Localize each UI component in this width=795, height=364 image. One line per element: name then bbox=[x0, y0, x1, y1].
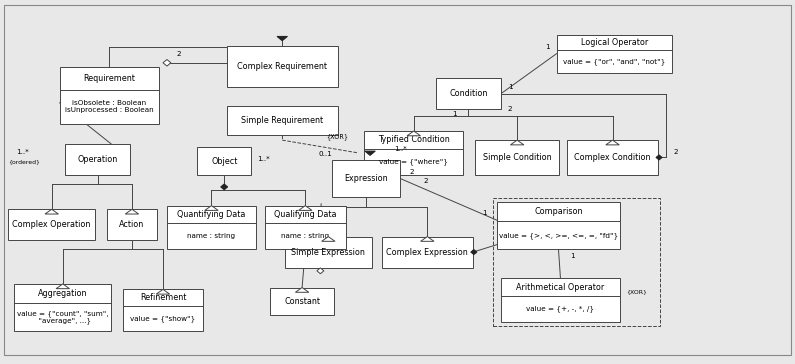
Text: Expression: Expression bbox=[344, 174, 388, 183]
Polygon shape bbox=[296, 288, 308, 292]
Text: Complex Requirement: Complex Requirement bbox=[237, 62, 328, 71]
FancyBboxPatch shape bbox=[436, 78, 501, 109]
Text: 2: 2 bbox=[507, 106, 512, 112]
Text: value = {"count", "sum",
  "average", ...}: value = {"count", "sum", "average", ...} bbox=[17, 310, 109, 324]
Polygon shape bbox=[407, 131, 421, 136]
Text: Simple Expression: Simple Expression bbox=[292, 248, 365, 257]
Text: Simple Requirement: Simple Requirement bbox=[241, 116, 324, 124]
Polygon shape bbox=[56, 284, 69, 289]
Polygon shape bbox=[421, 237, 434, 241]
Polygon shape bbox=[277, 36, 288, 41]
Polygon shape bbox=[471, 250, 477, 255]
FancyBboxPatch shape bbox=[567, 140, 658, 175]
FancyBboxPatch shape bbox=[8, 209, 95, 240]
Polygon shape bbox=[606, 140, 619, 145]
Polygon shape bbox=[45, 209, 58, 214]
Polygon shape bbox=[322, 237, 335, 241]
Polygon shape bbox=[510, 140, 524, 145]
Text: 2: 2 bbox=[424, 178, 428, 184]
FancyBboxPatch shape bbox=[167, 206, 256, 249]
Text: {ordered}: {ordered} bbox=[8, 160, 40, 165]
FancyBboxPatch shape bbox=[382, 237, 473, 268]
Text: 0..1: 0..1 bbox=[318, 151, 332, 157]
FancyBboxPatch shape bbox=[332, 160, 400, 197]
Text: Complex Condition: Complex Condition bbox=[574, 153, 651, 162]
FancyBboxPatch shape bbox=[475, 140, 559, 175]
Text: Refinement: Refinement bbox=[140, 293, 186, 302]
Polygon shape bbox=[205, 206, 218, 210]
FancyBboxPatch shape bbox=[14, 284, 111, 331]
Text: Operation: Operation bbox=[78, 155, 118, 164]
Text: Complex Expression: Complex Expression bbox=[386, 248, 468, 257]
Polygon shape bbox=[656, 155, 662, 160]
Text: Condition: Condition bbox=[449, 89, 487, 98]
Text: 2: 2 bbox=[409, 169, 414, 175]
Text: 1..*: 1..* bbox=[258, 156, 270, 162]
Text: 1: 1 bbox=[508, 84, 513, 90]
FancyBboxPatch shape bbox=[364, 131, 463, 175]
Text: Simple Condition: Simple Condition bbox=[483, 153, 552, 162]
Polygon shape bbox=[126, 209, 138, 214]
Text: Constant: Constant bbox=[284, 297, 320, 306]
Text: Object: Object bbox=[211, 157, 238, 166]
FancyBboxPatch shape bbox=[270, 288, 334, 315]
Text: Arithmetical Operator: Arithmetical Operator bbox=[516, 283, 605, 292]
Text: 1: 1 bbox=[571, 253, 575, 259]
Text: 1: 1 bbox=[452, 111, 457, 117]
Text: value = {"where"}: value = {"where"} bbox=[379, 158, 448, 165]
Text: Action: Action bbox=[119, 220, 145, 229]
Polygon shape bbox=[163, 59, 171, 66]
FancyBboxPatch shape bbox=[556, 35, 672, 73]
Polygon shape bbox=[317, 268, 324, 274]
Text: 1..*: 1..* bbox=[16, 149, 29, 155]
FancyBboxPatch shape bbox=[227, 106, 338, 135]
Polygon shape bbox=[365, 151, 375, 155]
FancyBboxPatch shape bbox=[65, 144, 130, 175]
FancyBboxPatch shape bbox=[123, 289, 203, 331]
Text: value = {"show"}: value = {"show"} bbox=[130, 315, 196, 322]
Polygon shape bbox=[157, 289, 169, 294]
Text: Logical Operator: Logical Operator bbox=[580, 38, 648, 47]
FancyBboxPatch shape bbox=[227, 46, 338, 87]
Text: value = {"or", "and", "not"}: value = {"or", "and", "not"} bbox=[563, 58, 665, 65]
FancyBboxPatch shape bbox=[265, 206, 346, 249]
Polygon shape bbox=[221, 184, 227, 190]
FancyBboxPatch shape bbox=[60, 67, 159, 124]
Text: {XOR}: {XOR} bbox=[626, 289, 647, 294]
Text: name : string: name : string bbox=[188, 233, 235, 239]
Polygon shape bbox=[299, 206, 312, 210]
FancyBboxPatch shape bbox=[497, 202, 620, 249]
Text: 1..*: 1..* bbox=[394, 146, 407, 152]
Text: {XOR}: {XOR} bbox=[326, 133, 348, 140]
Text: 2: 2 bbox=[673, 149, 678, 155]
FancyBboxPatch shape bbox=[285, 237, 372, 268]
Text: Comparison: Comparison bbox=[534, 207, 583, 216]
Text: Complex Operation: Complex Operation bbox=[13, 220, 91, 229]
Text: value = {+, -, *, /}: value = {+, -, *, /} bbox=[526, 306, 595, 312]
Text: 1: 1 bbox=[483, 210, 487, 216]
Text: Aggregation: Aggregation bbox=[38, 289, 87, 298]
Text: name : string: name : string bbox=[281, 233, 329, 239]
FancyBboxPatch shape bbox=[501, 278, 620, 322]
Text: Quantifying Data: Quantifying Data bbox=[177, 210, 246, 219]
Text: 2: 2 bbox=[176, 51, 181, 57]
Text: 1: 1 bbox=[545, 44, 549, 50]
Text: Requirement: Requirement bbox=[83, 74, 135, 83]
Text: Qualifying Data: Qualifying Data bbox=[274, 210, 336, 219]
Text: isObsolete : Boolean
isUnprocessed : Boolean: isObsolete : Boolean isUnprocessed : Boo… bbox=[65, 100, 153, 113]
Text: value = {>, <, >=, <=, =, "fd"}: value = {>, <, >=, <=, =, "fd"} bbox=[499, 232, 618, 238]
FancyBboxPatch shape bbox=[197, 147, 251, 175]
Text: Typified Condition: Typified Condition bbox=[378, 135, 450, 144]
FancyBboxPatch shape bbox=[107, 209, 157, 240]
